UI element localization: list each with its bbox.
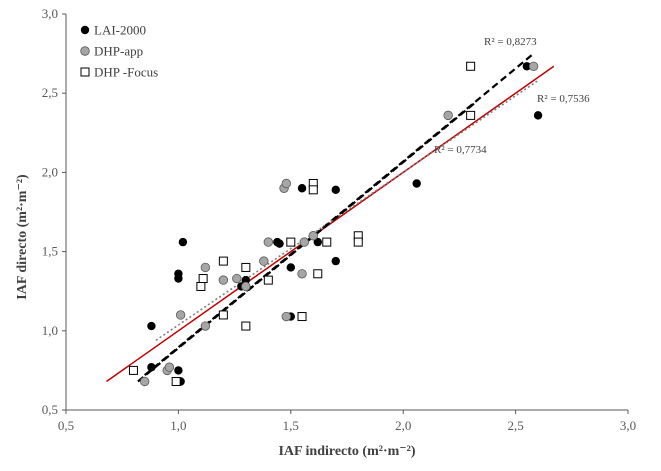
point-lai2000 [313,237,322,247]
x-tick-label: 1,5 [283,418,299,433]
point-dhp-app [232,273,242,284]
legend-item-lai2000: LAI-2000 [80,23,146,38]
point-lai2000 [147,363,156,372]
point-dhp-focus [128,365,138,375]
point-dhp-app [218,275,229,285]
point-lai2000 [286,263,295,272]
y-tick-label: 1,0 [42,323,58,338]
y-tick-label: 1,5 [42,244,58,259]
x-tick-label: 2,5 [507,418,523,433]
r2-label-dhp-focus: R² = 0,7734 [434,144,487,156]
point-dhp-app [281,311,292,322]
point-lai2000 [412,179,421,188]
point-lai2000 [178,237,188,247]
point-dhp-app [175,310,186,320]
legend-marker [80,46,90,56]
point-dhp-focus [196,281,206,291]
trend-lines [137,52,539,383]
point-dhp-focus [466,61,476,71]
y-tick-label: 2,0 [42,164,58,179]
point-dhp-focus [198,274,208,284]
point-dhp-app [297,269,307,279]
legend-marker [80,25,90,35]
r2-label-dhp-app: R² = 0,7536 [537,93,590,105]
point-lai2000 [241,275,251,285]
trend-line-dhp-focus [137,101,476,383]
x-tick-label: 0,5 [58,418,74,433]
point-dhp-app [200,262,211,273]
point-lai2000 [297,184,307,193]
point-dhp-focus [218,256,228,266]
point-dhp-focus [286,237,296,247]
x-tick-label: 1,0 [170,418,186,433]
point-dhp-app [528,61,539,71]
point-lai2000 [522,62,532,71]
point-dhp-app [200,321,211,331]
data-points [128,61,543,387]
point-dhp-focus [241,321,251,331]
x-axis-title: IAF indirecto (m²·m⁻²) [278,444,415,459]
y-tick-label: 2,5 [42,85,58,100]
point-dhp-focus [466,110,476,120]
r2-label-lai2000: R² = 0,8273 [484,36,537,48]
y-axis-title: IAF directo (m²·m⁻²) [15,174,30,300]
point-lai2000 [174,274,183,283]
point-dhp-app [164,362,175,372]
point-dhp-focus [308,185,318,195]
point-dhp-focus [218,310,228,320]
legend-marker [80,67,90,77]
point-dhp-app [259,256,269,266]
x-tick-label: 2,0 [395,418,411,433]
point-dhp-app [241,281,251,292]
point-lai2000 [275,239,284,248]
plot-frame [65,14,628,411]
r2-labels: R² = 0,8273 R² = 0,7536 R² = 0,7734 [434,36,590,156]
legend-label: LAI-2000 [94,23,146,38]
point-lai2000 [147,321,156,331]
point-dhp-focus [353,237,363,247]
trend-line-dhp-app [155,79,539,341]
point-dhp-app [281,178,292,189]
legend-item-dhp-focus: DHP -Focus [80,65,158,80]
legend-label: DHP -Focus [94,65,158,80]
point-dhp-app [263,237,274,247]
point-dhp-focus [297,312,307,322]
point-lai2000 [331,185,340,195]
point-dhp-app [443,110,453,121]
x-tick-label: 3,0 [620,418,636,433]
point-dhp-focus [322,237,332,247]
point-dhp-focus [313,269,323,279]
point-lai2000 [174,366,183,375]
point-lai2000 [331,256,340,266]
y-tick-label: 3,0 [42,6,58,21]
legend-label: DHP-app [94,44,143,59]
y-tick-label: 0,5 [42,402,58,417]
point-dhp-focus [241,262,251,272]
legend: LAI-2000 DHP-app DHP -Focus [80,23,158,80]
point-dhp-app [299,237,309,247]
legend-item-dhp-app: DHP-app [80,44,143,59]
tick-labels: 0,5 1,0 1,5 2,0 2,5 3,0 0,5 1,0 1,5 2,0 2,5 3,0 [42,6,636,433]
point-dhp-focus [171,376,181,386]
point-dhp-app [308,231,318,241]
point-lai2000 [533,111,543,120]
point-dhp-focus [263,275,273,285]
point-dhp-app [139,376,150,387]
